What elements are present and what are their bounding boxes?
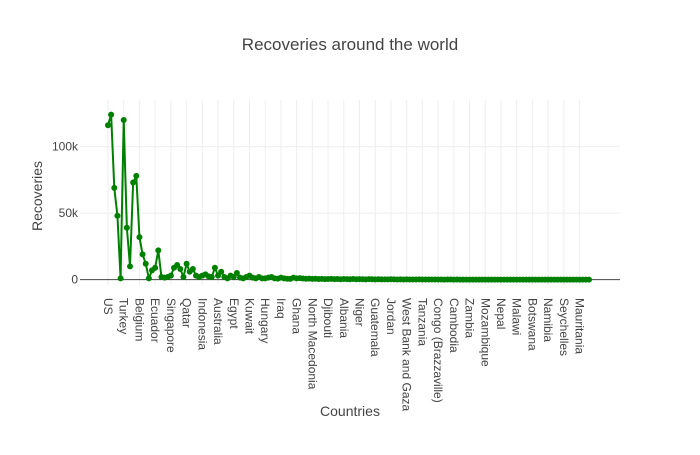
- x-tick-label: Botswana: [525, 298, 539, 351]
- x-tick-label: Qatar: [180, 298, 194, 328]
- x-tick-label: Cambodia: [447, 298, 461, 353]
- x-tick-label: Albania: [337, 298, 351, 338]
- data-point: [130, 179, 137, 186]
- x-tick-label: Malawi: [510, 298, 524, 335]
- data-point: [167, 272, 174, 279]
- y-tick-label: 100k: [52, 140, 79, 154]
- data-point: [136, 234, 143, 241]
- data-point: [233, 270, 240, 277]
- y-axis-title: Recoveries: [29, 161, 45, 231]
- x-tick-label: Singapore: [164, 298, 178, 353]
- x-tick-label: Kuwait: [242, 298, 256, 335]
- series-layer: [105, 111, 592, 283]
- data-point: [218, 268, 225, 275]
- data-point: [111, 184, 118, 191]
- data-point: [189, 266, 196, 273]
- x-tick-label: Guatemala: [368, 298, 382, 357]
- data-point: [123, 224, 130, 231]
- data-point: [114, 212, 121, 219]
- x-tick-label: Tanzania: [415, 298, 429, 346]
- x-tick-label: Belgium: [132, 298, 146, 341]
- x-tick-label: Jordan: [384, 298, 398, 335]
- data-point: [208, 274, 215, 281]
- chart-title: Recoveries around the world: [242, 35, 458, 54]
- x-tick-label: Indonesia: [195, 298, 209, 350]
- label-layer: 0 50k 100k US Turkey Belgium Ecuador Singapore Q…: [52, 140, 587, 412]
- x-tick-label: North Macedonia: [305, 298, 319, 390]
- x-tick-label: Zambia: [463, 298, 477, 338]
- data-point: [133, 172, 140, 179]
- data-point: [117, 275, 124, 282]
- x-tick-label: Australia: [211, 298, 225, 345]
- x-tick-label: Turkey: [117, 298, 131, 334]
- x-tick-label: Djibouti: [321, 298, 335, 338]
- x-tick-label: Nepal: [494, 298, 508, 329]
- x-tick-label: West Bank and Gaza: [400, 298, 414, 412]
- data-point: [142, 260, 149, 267]
- grid-layer: [80, 100, 620, 285]
- x-tick-label: Iraq: [274, 298, 288, 319]
- data-point: [183, 260, 190, 267]
- data-point: [155, 247, 162, 254]
- data-point: [108, 111, 115, 118]
- x-tick-label: Ghana: [290, 298, 304, 334]
- data-point: [152, 264, 159, 271]
- x-axis-title: Countries: [320, 403, 380, 419]
- data-point: [177, 266, 184, 273]
- data-point: [145, 275, 152, 282]
- data-point: [120, 116, 127, 123]
- y-tick-label: 0: [71, 273, 78, 287]
- data-point: [211, 264, 218, 271]
- x-tick-label: Mozambique: [478, 298, 492, 367]
- data-point: [105, 122, 111, 129]
- y-tick-label: 50k: [59, 206, 79, 220]
- x-tick-label: Seychelles: [557, 298, 571, 356]
- data-point: [586, 276, 592, 283]
- x-tick-label: US: [101, 298, 115, 315]
- x-tick-label: Congo (Brazzaville): [431, 298, 445, 403]
- x-tick-label: Hungary: [258, 298, 272, 343]
- x-tick-label: Niger: [353, 298, 367, 327]
- x-tick-label: Egypt: [227, 298, 241, 329]
- data-point: [139, 251, 146, 258]
- data-point: [127, 263, 134, 270]
- data-point: [180, 274, 187, 281]
- x-tick-label: Ecuador: [148, 298, 162, 343]
- x-tick-label: Namibia: [541, 298, 555, 342]
- x-tick-label: Mauritania: [573, 298, 587, 354]
